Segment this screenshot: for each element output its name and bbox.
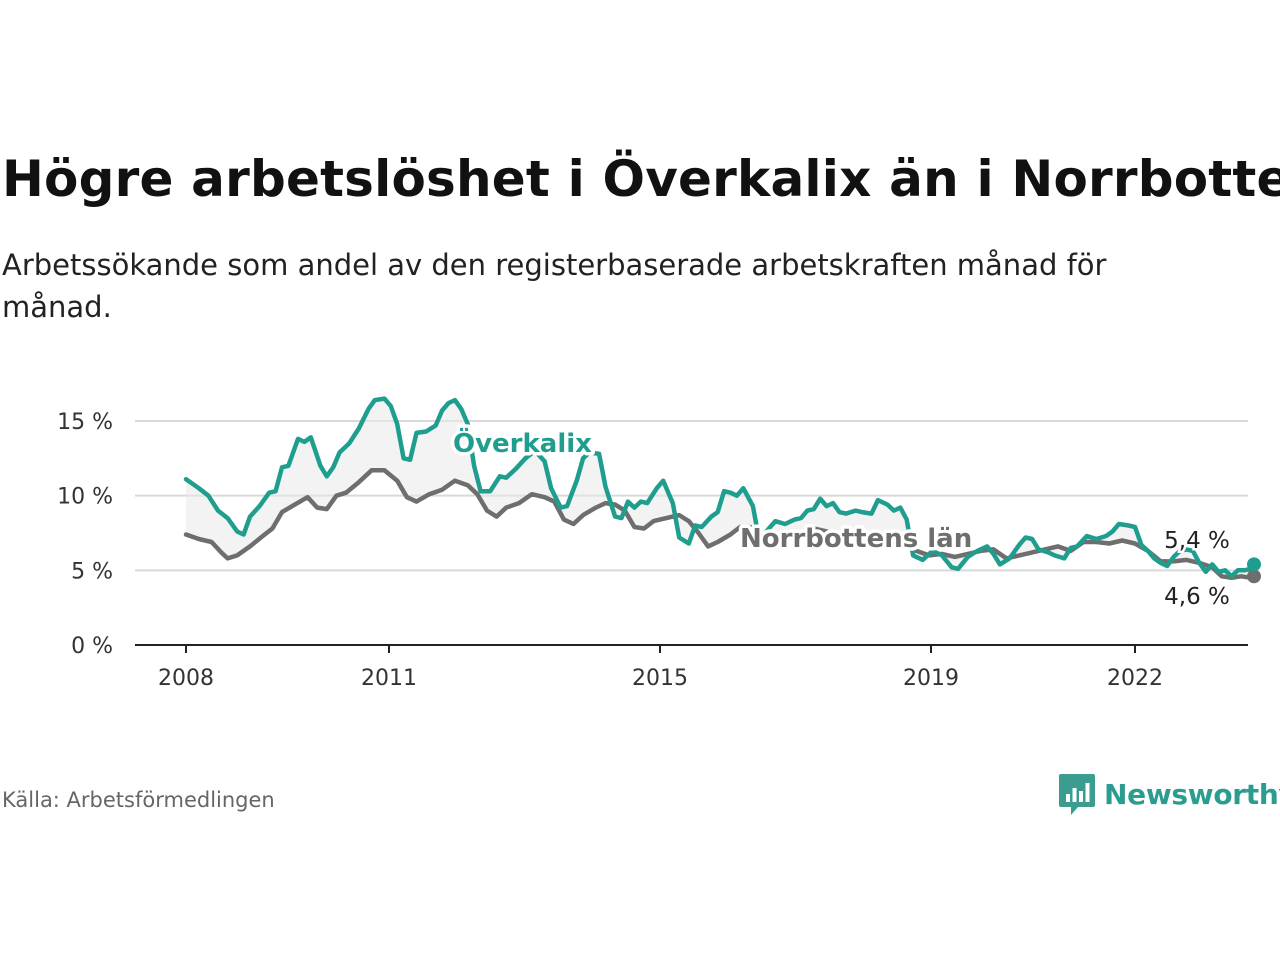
- bar-chart-speech-bubble-icon: [1059, 774, 1095, 815]
- chart-subtitle: Arbetssökande som andel av den registerb…: [2, 248, 1107, 324]
- end-point-norrbottens-lan: [1247, 569, 1261, 584]
- end-label-norrbottens-lan: 4,6 %: [1164, 584, 1230, 610]
- chart-title: Högre arbetslöshet i Överkalix än i Norr…: [2, 150, 1280, 208]
- series-label-overkalix: Överkalix: [453, 426, 592, 459]
- line-chart: Överkalix Norrbottens län 5,4 % 4,6 % 0 % 5 …: [57, 396, 1261, 691]
- x-tick-label: 2015: [632, 666, 688, 691]
- y-tick-label: 5 %: [71, 559, 113, 584]
- end-point-overkalix: [1247, 557, 1261, 572]
- x-tick-label: 2011: [361, 666, 417, 691]
- difference-area: [186, 398, 1254, 578]
- y-tick-label: 15 %: [57, 410, 113, 435]
- y-tick-label: 10 %: [57, 485, 113, 510]
- newsworthy-logo: Newsworthy: [1058, 772, 1280, 816]
- series-label-norrbottens-lan: Norrbottens län: [740, 524, 972, 554]
- x-tick-label: 2008: [158, 666, 214, 691]
- source-note: Källa: Arbetsförmedlingen: [2, 788, 275, 812]
- x-tick-label: 2022: [1107, 666, 1163, 691]
- brand-name: Newsworthy: [1104, 777, 1280, 811]
- end-label-overkalix: 5,4 %: [1164, 528, 1230, 554]
- series-line-overkalix: [183, 396, 1257, 579]
- y-tick-label: 0 %: [71, 634, 113, 659]
- x-tick-label: 2019: [903, 666, 959, 691]
